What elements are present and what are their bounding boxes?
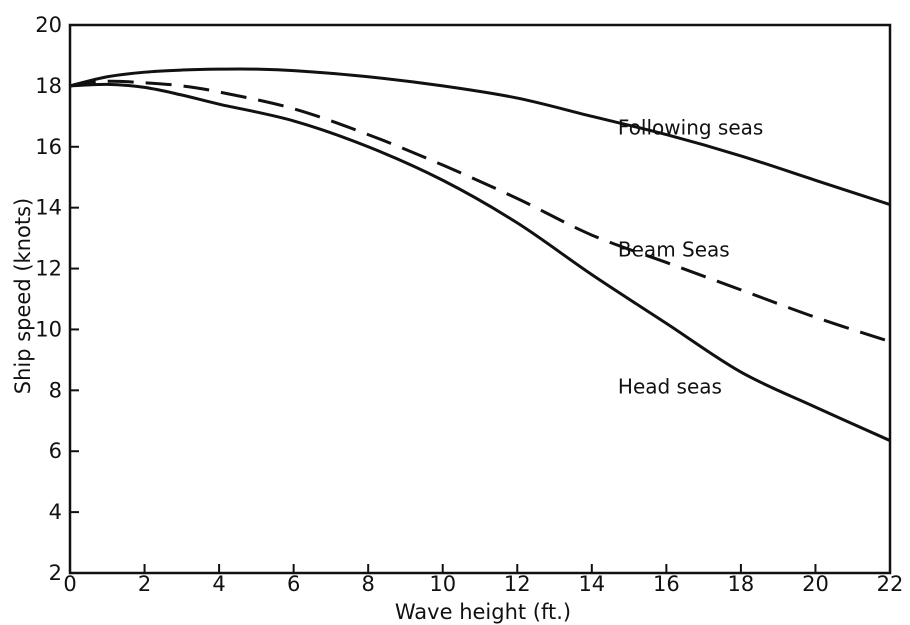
y-tick-label: 4 — [49, 500, 62, 524]
series-annotations: Following seas Beam Seas Head seas — [618, 116, 763, 399]
x-tick-label: 16 — [653, 572, 680, 596]
x-tick-label: 8 — [361, 572, 374, 596]
series-line-head-seas — [69, 82, 891, 442]
y-tick-label: 20 — [35, 13, 62, 37]
y-tick-label: 6 — [49, 439, 62, 463]
series-line-following-seas — [69, 67, 891, 207]
plot-frame — [68, 23, 892, 575]
y-tick-label: 2 — [49, 561, 62, 585]
series-lines — [69, 67, 891, 442]
x-tick-label: 20 — [802, 572, 829, 596]
y-tick-label: 12 — [35, 257, 62, 281]
x-tick-label: 6 — [287, 572, 300, 596]
y-tick-label: 14 — [35, 196, 62, 220]
x-tick-label: 14 — [578, 572, 605, 596]
plot-area — [68, 23, 892, 575]
x-tick-label: 22 — [877, 572, 904, 596]
x-tick-label: 10 — [429, 572, 456, 596]
x-tick-label: 18 — [728, 572, 755, 596]
y-tick-label: 10 — [35, 317, 62, 341]
x-tick-label: 0 — [63, 572, 76, 596]
y-tick-label: 18 — [35, 74, 62, 98]
y-tick-label: 16 — [35, 135, 62, 159]
series-label-following-seas: Following seas — [618, 116, 763, 140]
y-tick-label: 8 — [49, 378, 62, 402]
x-tick-label: 2 — [138, 572, 151, 596]
y-axis-title: Ship speed (knots) — [11, 198, 35, 394]
x-axis-title: Wave height (ft.) — [395, 600, 571, 624]
series-label-beam-seas: Beam Seas — [618, 237, 730, 261]
x-tick-label: 12 — [504, 572, 531, 596]
series-line-beam-seas — [69, 79, 891, 344]
series-label-head-seas: Head seas — [618, 374, 722, 398]
x-tick-label: 4 — [212, 572, 225, 596]
